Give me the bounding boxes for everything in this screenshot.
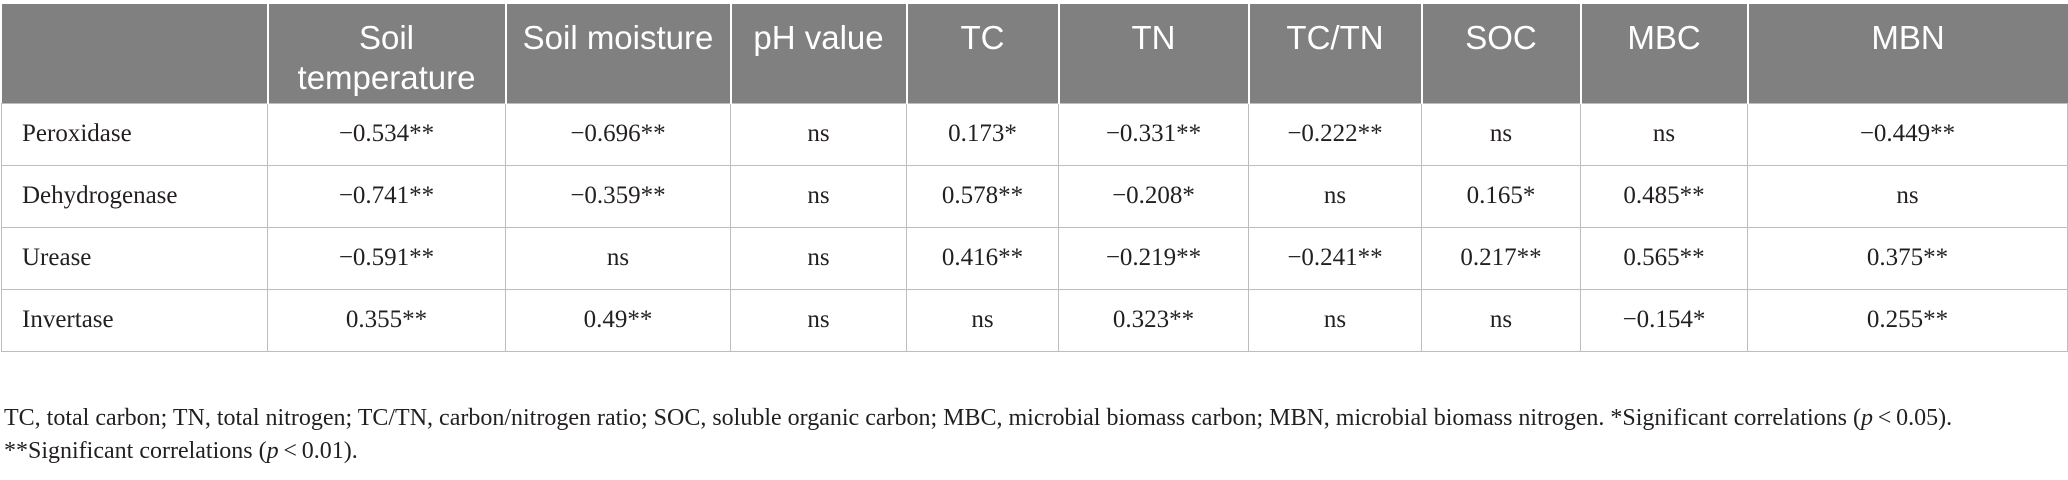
table-row: Urease −0.591** ns ns 0.416** −0.219** −… [1, 226, 2068, 290]
table-cell: −0.154* [1580, 288, 1748, 352]
table-cell: −0.449** [1747, 102, 2068, 166]
table-row: Peroxidase −0.534** −0.696** ns 0.173* −… [1, 102, 2068, 166]
header-cell-mbn: MBN [1746, 4, 2068, 104]
table-cell: −0.591** [267, 226, 506, 290]
table-cell: −0.741** [267, 164, 506, 228]
header-cell-tn: TN [1057, 4, 1249, 104]
header-label: MBN [1871, 19, 1945, 56]
table-cell: ns [906, 288, 1059, 352]
header-cell-ph-value: pH value [729, 4, 907, 104]
table-cell: −0.208* [1058, 164, 1249, 228]
correlation-table: Soil temperature Soil moisture pH value … [1, 4, 2068, 352]
header-label: SOC [1465, 19, 1537, 56]
header-label: pH value [753, 19, 884, 56]
table-footnote: TC, total carbon; TN, total nitrogen; TC… [4, 402, 2064, 468]
footnote-p-symbol: p [266, 438, 279, 464]
table-cell: 0.49** [505, 288, 731, 352]
table-cell: −0.222** [1248, 102, 1422, 166]
header-label: TC/TN [1286, 19, 1384, 56]
table-cell: −0.534** [267, 102, 506, 166]
table-cell: 0.565** [1580, 226, 1748, 290]
table-cell: 0.416** [906, 226, 1059, 290]
table-cell: −0.219** [1058, 226, 1249, 290]
table-row: Dehydrogenase −0.741** −0.359** ns 0.578… [1, 164, 2068, 228]
table-cell: ns [1747, 164, 2068, 228]
table-cell: −0.331** [1058, 102, 1249, 166]
row-label: Dehydrogenase [1, 164, 268, 228]
table-cell: 0.485** [1580, 164, 1748, 228]
table-cell: 0.165* [1421, 164, 1581, 228]
table-cell: 0.578** [906, 164, 1059, 228]
table-cell: ns [730, 102, 907, 166]
footnote-text: < 0.01). [278, 438, 358, 464]
footnote-text: TC, total carbon; TN, total nitrogen; TC… [4, 405, 1861, 431]
header-cell-tc: TC [905, 4, 1059, 104]
header-cell-soil-moisture: Soil moisture [504, 4, 731, 104]
table-cell: ns [1580, 102, 1748, 166]
table-cell: 0.217** [1421, 226, 1581, 290]
row-label: Peroxidase [1, 102, 268, 166]
header-label: MBC [1627, 19, 1701, 56]
header-cell-soc: SOC [1420, 4, 1581, 104]
table-cell: −0.359** [505, 164, 731, 228]
footnote-p-symbol: p [1861, 405, 1873, 431]
table-cell: 0.355** [267, 288, 506, 352]
header-row: Soil temperature Soil moisture pH value … [1, 4, 2068, 104]
table-cell: −0.241** [1248, 226, 1422, 290]
header-cell-mbc: MBC [1579, 4, 1748, 104]
table-cell: ns [1248, 164, 1422, 228]
header-cell-tc-tn: TC/TN [1247, 4, 1422, 104]
header-label: TN [1131, 19, 1176, 56]
table-cell: ns [1248, 288, 1422, 352]
table-cell: ns [1421, 102, 1581, 166]
table-cell: ns [730, 226, 907, 290]
table-cell: 0.255** [1747, 288, 2068, 352]
table-cell: 0.173* [906, 102, 1059, 166]
footnote-text: < 0.05). **Significant correlations ( [4, 405, 1953, 464]
header-label: Soil moisture [522, 19, 714, 56]
table-cell: ns [730, 164, 907, 228]
table-cell: ns [505, 226, 731, 290]
table-cell: ns [730, 288, 907, 352]
table-cell: 0.375** [1747, 226, 2068, 290]
row-label: Urease [1, 226, 268, 290]
row-label: Invertase [1, 288, 268, 352]
header-cell-soil-temperature: Soil temperature [266, 4, 506, 104]
correlation-table-figure: Soil temperature Soil moisture pH value … [1, 4, 2068, 464]
header-label: TC [960, 19, 1005, 56]
table-cell: ns [1421, 288, 1581, 352]
table-row: Invertase 0.355** 0.49** ns ns 0.323** n… [1, 288, 2068, 352]
table-cell: 0.323** [1058, 288, 1249, 352]
table-cell: −0.696** [505, 102, 731, 166]
header-cell-corner [1, 4, 268, 104]
header-label: Soil temperature [297, 19, 476, 96]
